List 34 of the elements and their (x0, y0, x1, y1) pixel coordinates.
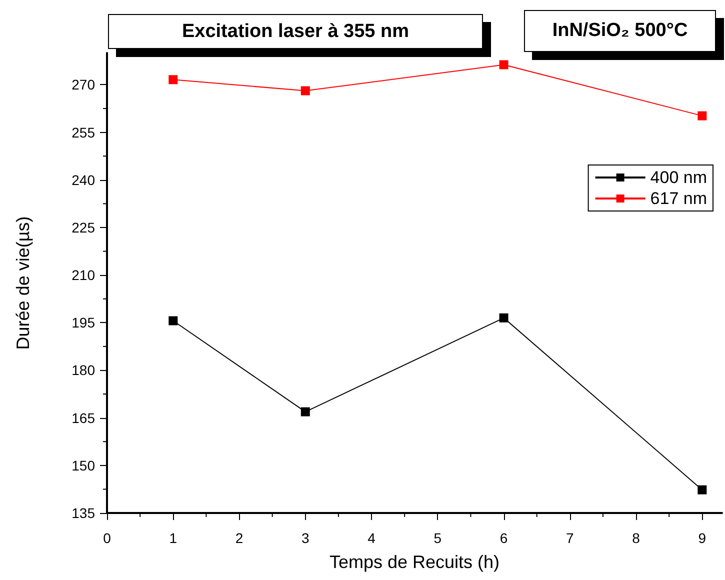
y-tick-label: 195 (72, 314, 96, 331)
point (300, 86, 310, 96)
legend-label: 400 nm (650, 168, 707, 187)
point (698, 111, 707, 120)
x-tick-label: 7 (566, 530, 574, 546)
point (499, 313, 508, 322)
text: InN/SiO₂ 500°C (524, 10, 716, 52)
y-tick-label: 240 (72, 172, 96, 188)
x-tick-label: 8 (632, 530, 640, 546)
y-tick-label: 135 (72, 505, 96, 521)
chart-title: Excitation laser à 355 nm (108, 14, 483, 49)
x-axis-title: Temps de Recuits (h) (329, 552, 500, 572)
y-tick-label: 210 (72, 267, 96, 284)
x-tick-label: 2 (235, 530, 244, 546)
x-tick-label: 4 (368, 530, 376, 546)
x-tick-label: 3 (301, 530, 310, 546)
point (168, 316, 178, 326)
x-tick-label: 0 (103, 530, 112, 546)
x-tick-label: 6 (500, 530, 508, 546)
y-tick-label: 225 (72, 219, 96, 236)
x-tick-label: 5 (434, 530, 442, 546)
y-tick-label: 150 (72, 457, 96, 474)
point (168, 75, 178, 84)
y-tick-label: 270 (72, 76, 96, 93)
point (499, 60, 508, 70)
x-tick-label: 9 (698, 530, 706, 546)
y-tick-label: 180 (72, 362, 96, 378)
legend-label: 617 nm (650, 189, 707, 208)
x-tick-label: 1 (169, 530, 178, 546)
y-tick-label: 165 (72, 410, 96, 426)
y-tick-label: 255 (72, 124, 96, 140)
y-axis-title: Durée de vie(µs) (13, 216, 33, 350)
point (300, 407, 310, 416)
point (698, 485, 707, 494)
